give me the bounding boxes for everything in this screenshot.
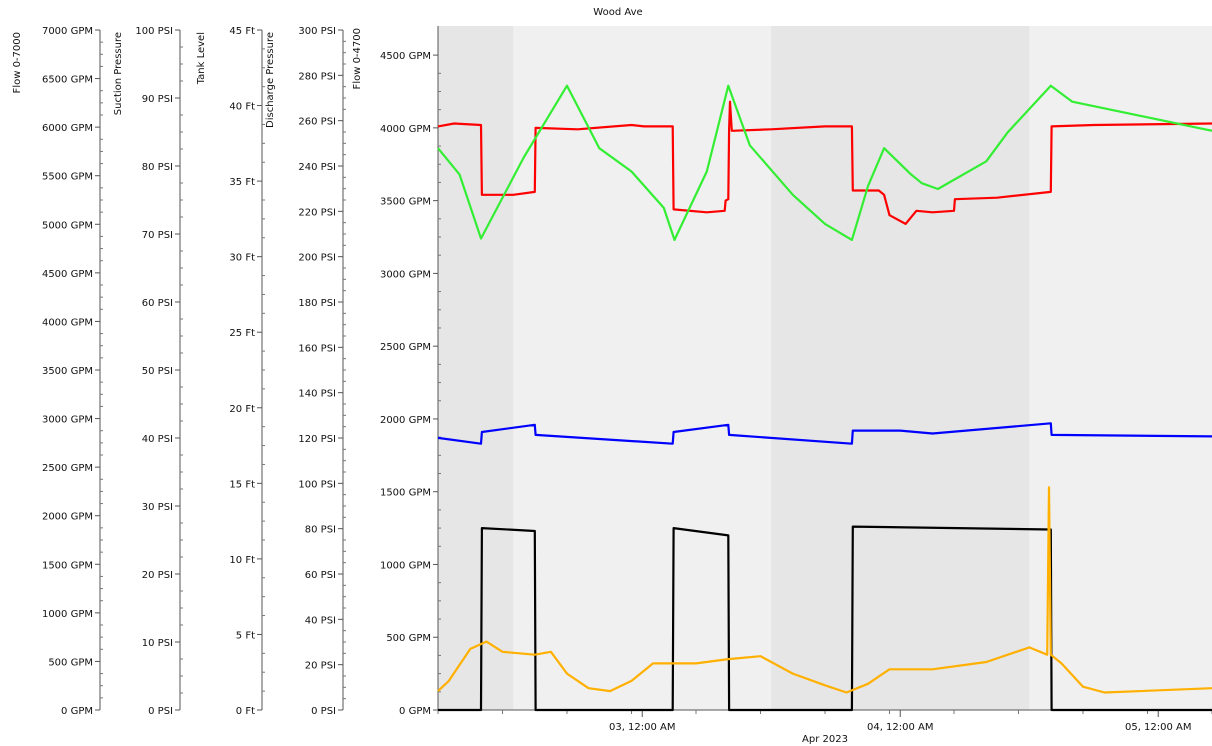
y-tick-label: 20 PSI [305, 661, 336, 672]
y-tick-label: 140 PSI [298, 389, 336, 400]
x-tick-label: 05, 12:00 AM [1125, 722, 1192, 733]
y-axis-tank: 0 Ft 5 Ft 10 Ft 15 Ft 20 Ft 25 Ft 30 Ft 35 Ft 40… [196, 26, 265, 717]
y-tick-label: 20 Ft [229, 404, 255, 415]
y-axis-title: Suction Pressure [113, 32, 124, 115]
y-tick-label: 5000 GPM [42, 220, 93, 231]
x-tick-label: 03, 12:00 AM [609, 722, 676, 733]
y-axis-discharge: 0 PSI 20 PSI 40 PSI 60 PSI 80 PSI 100 PSI 120 … [265, 26, 346, 717]
y-tick-label: 2500 GPM [42, 463, 93, 474]
y-tick-label: 35 Ft [229, 177, 255, 188]
y-tick-label: 60 PSI [142, 298, 173, 309]
y-tick-label: 2000 GPM [42, 512, 93, 523]
y-tick-label: 30 Ft [229, 253, 255, 264]
y-tick-label: 500 GPM [386, 633, 431, 644]
y-tick-label: 1500 GPM [42, 560, 93, 571]
y-tick-label: 180 PSI [298, 298, 336, 309]
y-tick-label: 300 PSI [298, 26, 336, 37]
y-tick-label: 100 PSI [298, 479, 336, 490]
y-tick-label: 5 Ft [236, 630, 255, 641]
y-tick-label: 10 Ft [229, 555, 255, 566]
y-tick-label: 60 PSI [305, 570, 336, 581]
y-tick-label: 0 PSI [148, 706, 173, 717]
y-tick-label: 45 Ft [229, 26, 255, 37]
y-tick-label: 5500 GPM [42, 172, 93, 183]
x-axis: 03, 12:00 AM 04, 12:00 AM 05, 12:00 AM [437, 709, 1212, 733]
y-tick-label: 1000 GPM [42, 609, 93, 620]
day-band [771, 26, 1030, 710]
y-tick-label: 50 PSI [142, 366, 173, 377]
y-tick-label: 40 PSI [305, 615, 336, 626]
y-tick-label: 0 PSI [311, 706, 336, 717]
y-tick-label: 240 PSI [298, 162, 336, 173]
y-tick-label: 4500 GPM [42, 269, 93, 280]
y-tick-label: 1000 GPM [380, 560, 431, 571]
series-lines [437, 84, 1212, 712]
y-tick-label: 3500 GPM [42, 366, 93, 377]
background-bands [438, 26, 1212, 710]
y-tick-label: 0 GPM [399, 706, 431, 717]
y-axes: 0 GPM 500 GPM 1000 GPM 1500 GPM 2000 GPM 2500… [12, 26, 441, 717]
y-tick-label: 30 PSI [142, 502, 173, 513]
y-tick-label: 3500 GPM [380, 197, 431, 208]
x-axis-label: Apr 2023 [802, 734, 848, 745]
y-tick-label: 90 PSI [142, 94, 173, 105]
y-tick-label: 4500 GPM [380, 51, 431, 62]
y-tick-label: 10 PSI [142, 638, 173, 649]
y-tick-label: 500 GPM [48, 657, 93, 668]
y-tick-label: 280 PSI [298, 71, 336, 82]
y-tick-label: 100 PSI [135, 26, 173, 37]
series-line-4 [438, 525, 1212, 712]
y-tick-label: 80 PSI [305, 525, 336, 536]
y-tick-label: 120 PSI [298, 434, 336, 445]
y-tick-label: 260 PSI [298, 117, 336, 128]
y-tick-label: 7000 GPM [42, 26, 93, 37]
y-axis-flow4700: 0 GPM 500 GPM 1000 GPM 1500 GPM 2000 GPM 2500… [352, 26, 441, 717]
y-tick-label: 4000 GPM [380, 124, 431, 135]
y-tick-label: 6000 GPM [42, 123, 93, 134]
y-tick-label: 40 PSI [142, 434, 173, 445]
y-tick-label: 3000 GPM [42, 415, 93, 426]
y-tick-label: 15 Ft [229, 479, 255, 490]
y-tick-label: 2000 GPM [380, 415, 431, 426]
y-tick-label: 6500 GPM [42, 75, 93, 86]
y-tick-label: 220 PSI [298, 207, 336, 218]
series-line-3 [437, 422, 1212, 445]
y-tick-label: 2500 GPM [380, 342, 431, 353]
y-axis-title: Tank Level [196, 32, 207, 85]
y-axis-flow7000: 0 GPM 500 GPM 1000 GPM 1500 GPM 2000 GPM 2500… [12, 26, 103, 717]
y-tick-label: 160 PSI [298, 343, 336, 354]
y-tick-label: 0 Ft [236, 706, 255, 717]
y-axis-title: Discharge Pressure [265, 32, 276, 128]
x-tick-label: 04, 12:00 AM [867, 722, 934, 733]
y-tick-label: 40 Ft [229, 102, 255, 113]
y-tick-label: 20 PSI [142, 570, 173, 581]
y-axis-title: Flow 0-4700 [352, 28, 363, 89]
day-band [438, 26, 514, 710]
series-line-2 [437, 84, 1212, 241]
series-line-5 [437, 486, 1212, 694]
y-tick-label: 80 PSI [142, 162, 173, 173]
y-axis-suction: 0 PSI 10 PSI 20 PSI 30 PSI 40 PSI 50 PSI 60 PS… [113, 26, 183, 717]
y-tick-label: 0 GPM [61, 706, 93, 717]
day-band [1029, 26, 1212, 710]
y-tick-label: 25 Ft [229, 328, 255, 339]
chart-title: Wood Ave [593, 7, 642, 18]
y-tick-label: 1500 GPM [380, 488, 431, 499]
y-axis-title: Flow 0-7000 [12, 32, 23, 93]
y-tick-label: 4000 GPM [42, 317, 93, 328]
y-tick-label: 70 PSI [142, 230, 173, 241]
y-tick-label: 200 PSI [298, 253, 336, 264]
y-tick-label: 3000 GPM [380, 269, 431, 280]
